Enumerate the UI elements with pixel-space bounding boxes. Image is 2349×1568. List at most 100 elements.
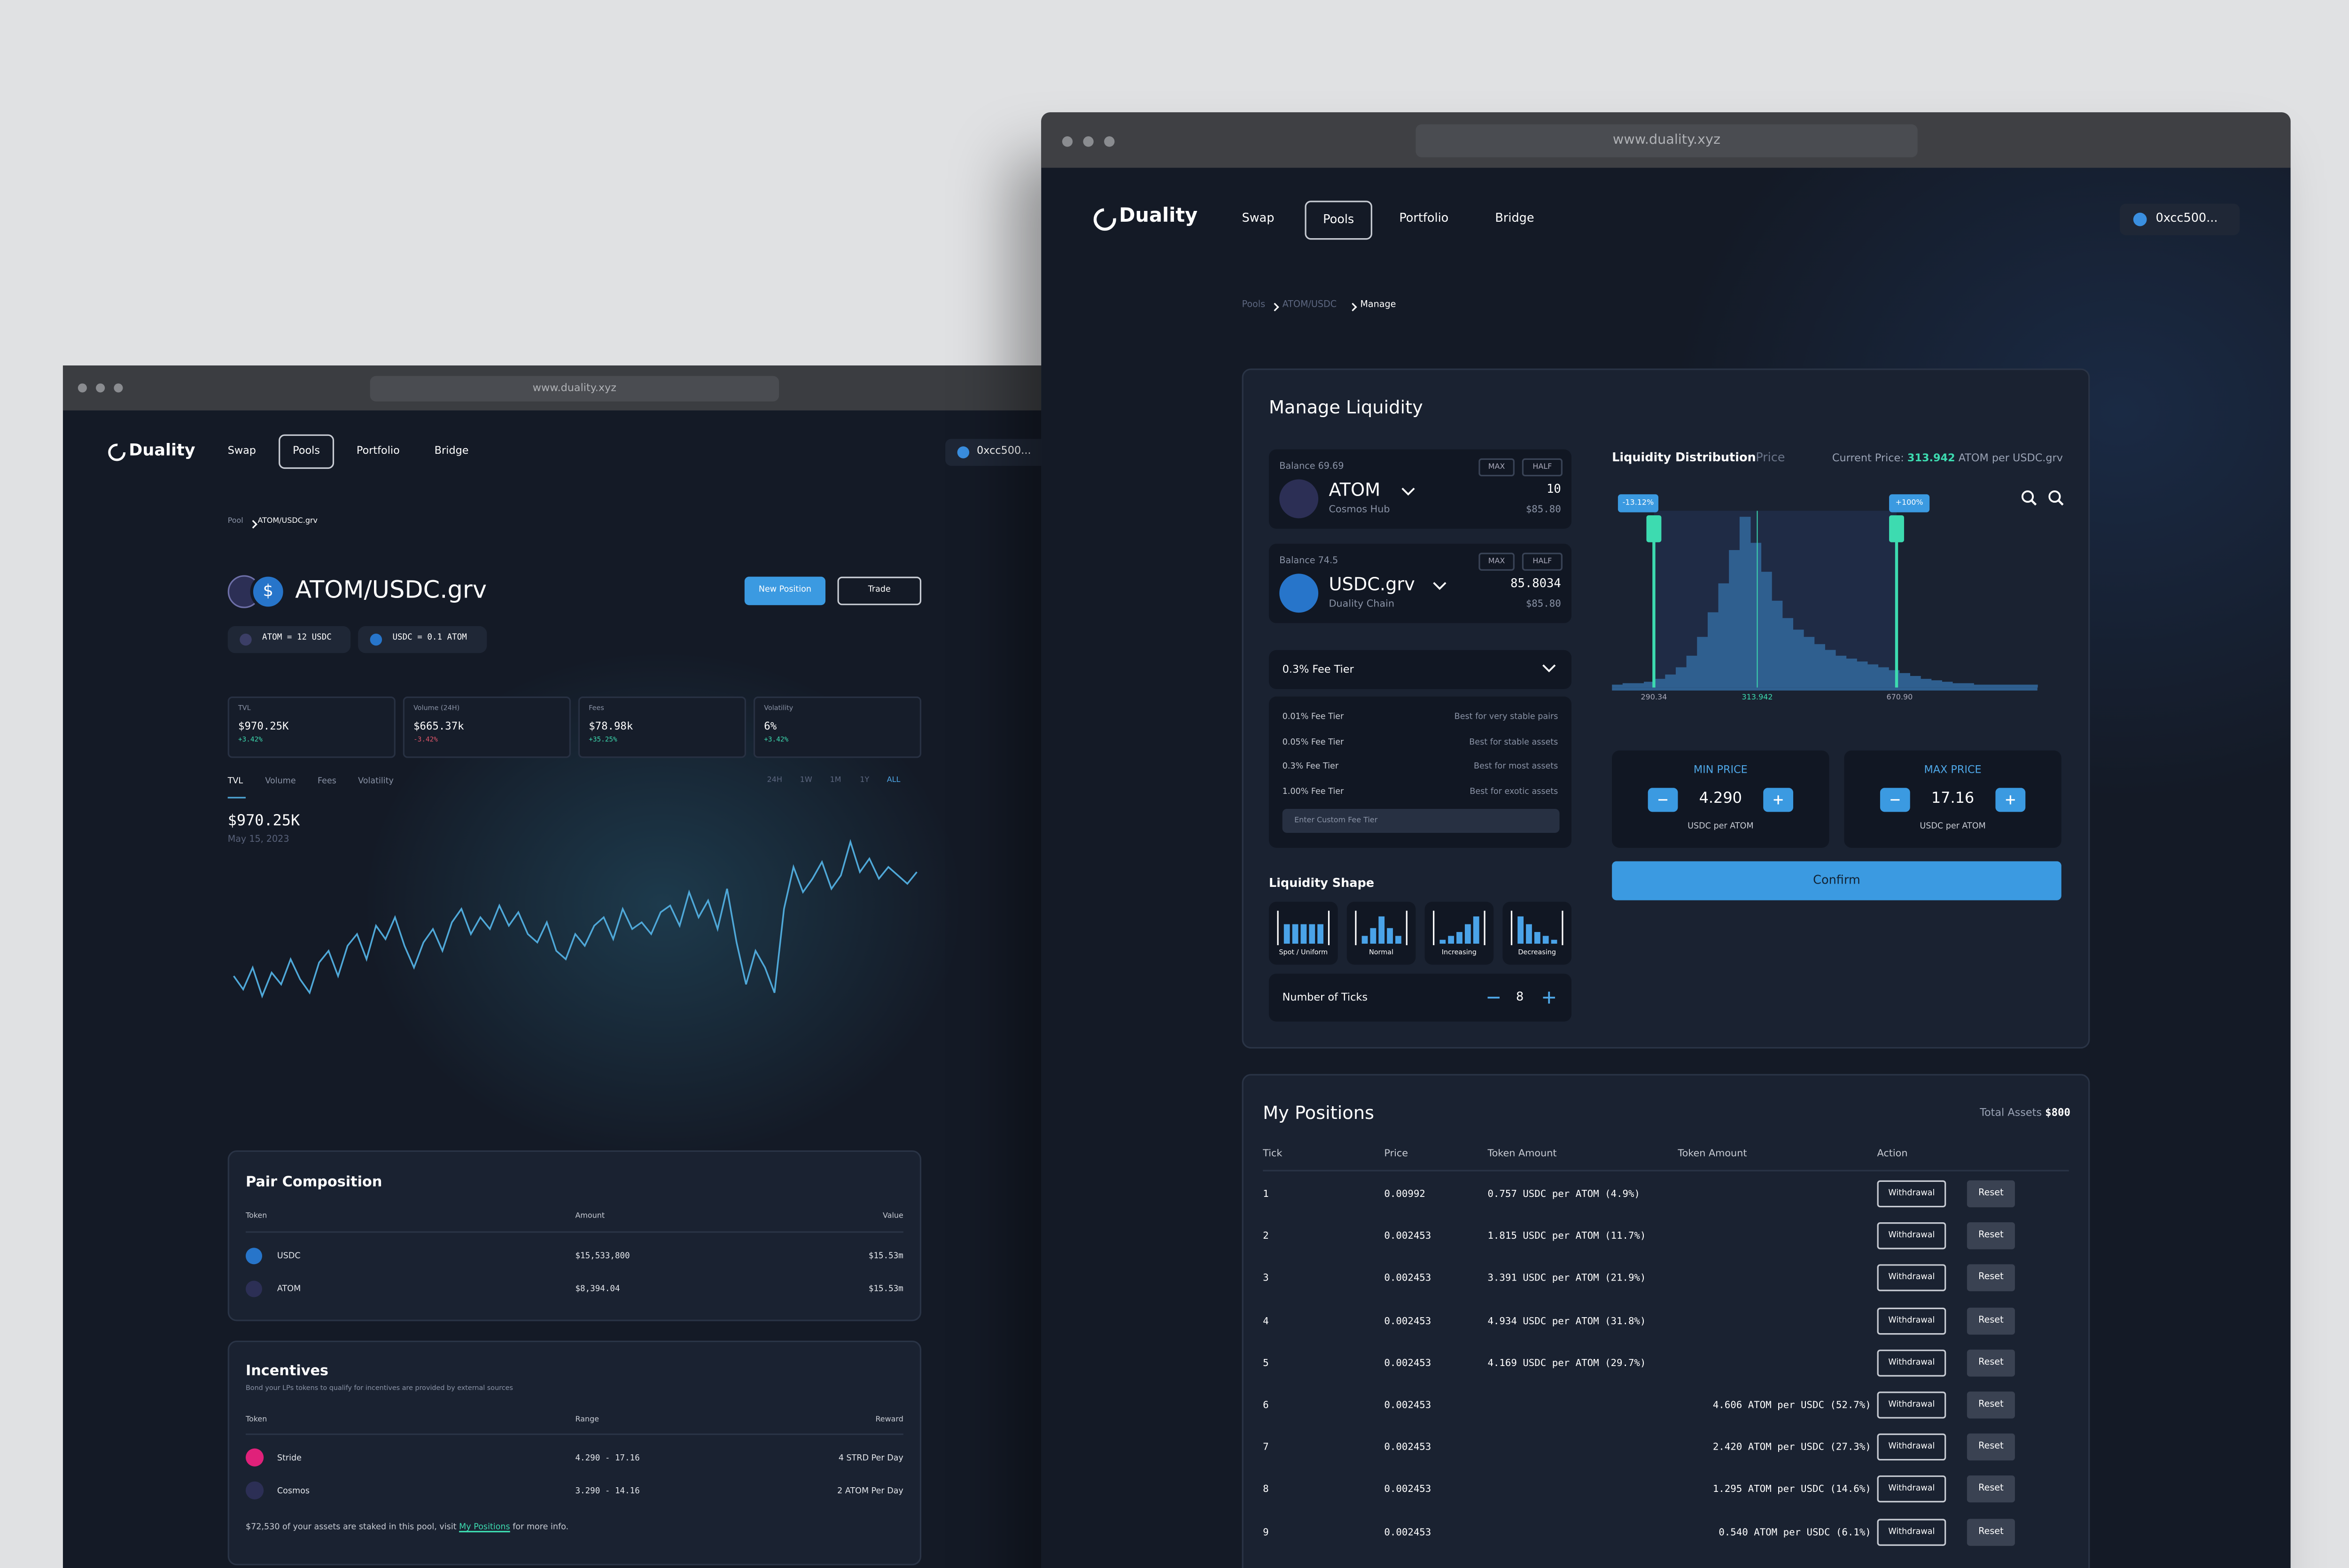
- trade-button[interactable]: Trade: [837, 576, 922, 605]
- shape-bar: [1387, 928, 1393, 944]
- reset-button[interactable]: Reset: [1967, 1434, 2015, 1461]
- half-button[interactable]: HALF: [1522, 552, 1563, 571]
- max-button[interactable]: MAX: [1478, 458, 1515, 477]
- logo[interactable]: Duality: [129, 440, 195, 460]
- token-icon: [245, 1481, 264, 1499]
- nav-link[interactable]: Bridge: [1495, 211, 1534, 225]
- new-position-button[interactable]: New Position: [744, 576, 826, 605]
- decrease-button[interactable]: [1880, 788, 1910, 812]
- withdrawal-button[interactable]: Withdrawal: [1877, 1476, 1946, 1503]
- column-header: Amount: [575, 1211, 605, 1221]
- withdrawal-button[interactable]: Withdrawal: [1877, 1391, 1946, 1419]
- withdrawal-button[interactable]: Withdrawal: [1877, 1265, 1946, 1292]
- wallet-button[interactable]: 0xcc500...: [945, 439, 1050, 466]
- nav-link[interactable]: Swap: [227, 445, 256, 457]
- withdrawal-button[interactable]: Withdrawal: [1877, 1222, 1946, 1250]
- stat-value: $665.37k: [413, 720, 464, 733]
- chart-tab[interactable]: Volume: [265, 777, 296, 787]
- column-header: Action: [1877, 1147, 1908, 1160]
- withdrawal-button[interactable]: Withdrawal: [1877, 1349, 1946, 1376]
- fee-select[interactable]: 0.3% Fee Tier: [1268, 650, 1572, 689]
- reset-button[interactable]: Reset: [1967, 1476, 2015, 1503]
- zoom-controls[interactable]: [2021, 490, 2066, 508]
- current-price-unit: ATOM per USDC.grv: [1958, 452, 2063, 465]
- card-subtitle: Bond your LPs tokens to qualify for ince…: [245, 1385, 513, 1393]
- nav-link-active[interactable]: Pools: [1305, 201, 1372, 240]
- nav-link[interactable]: Portfolio: [356, 445, 400, 457]
- fee-tier[interactable]: 0.01% Fee Tier: [1282, 713, 1344, 722]
- wallet-button[interactable]: 0xcc500...: [2120, 203, 2240, 235]
- shape-bar: [1551, 939, 1557, 944]
- token-name: USDC: [277, 1252, 301, 1261]
- cell: 4 STRD Per Day: [838, 1454, 903, 1464]
- range-tab[interactable]: 24H: [767, 776, 782, 785]
- shape-option[interactable]: Decreasing: [1502, 901, 1572, 965]
- range-marker: +100%: [1889, 494, 1930, 512]
- withdrawal-button[interactable]: Withdrawal: [1877, 1518, 1946, 1545]
- max-button[interactable]: MAX: [1478, 552, 1515, 571]
- breadcrumb[interactable]: Pool: [227, 517, 243, 526]
- fee-tier[interactable]: 1.00% Fee Tier: [1282, 787, 1344, 796]
- shape-option[interactable]: Spot / Uniform: [1268, 901, 1338, 965]
- token-amount: 4.169 USDC per ATOM (29.7%): [1487, 1357, 1646, 1369]
- handle-grip: [1646, 515, 1662, 543]
- reset-button[interactable]: Reset: [1967, 1391, 2015, 1419]
- chart-tab[interactable]: Volatility: [358, 777, 394, 787]
- fee-tier[interactable]: 0.3% Fee Tier: [1282, 762, 1339, 772]
- range-tab[interactable]: 1Y: [860, 776, 870, 785]
- withdrawal-button[interactable]: Withdrawal: [1877, 1434, 1946, 1461]
- withdrawal-button[interactable]: Withdrawal: [1877, 1307, 1946, 1334]
- reset-button[interactable]: Reset: [1967, 1265, 2015, 1292]
- url-bar[interactable]: www.duality.xyz: [1416, 124, 1918, 157]
- fee-tier[interactable]: 0.05% Fee Tier: [1282, 737, 1344, 747]
- token-icon: [1279, 574, 1319, 613]
- logo[interactable]: Duality: [1119, 205, 1198, 228]
- shape-bar: [1439, 939, 1446, 944]
- rate: USDC = 0.1 ATOM: [392, 633, 467, 643]
- fee-selected: 0.3% Fee Tier: [1282, 663, 1354, 676]
- price-title: MIN PRICE: [1693, 764, 1748, 776]
- custom-fee-input[interactable]: Enter Custom Fee Tier: [1282, 808, 1560, 833]
- chart-tab[interactable]: Fees: [318, 777, 336, 787]
- confirm-button[interactable]: Confirm: [1612, 861, 2061, 900]
- url-bar[interactable]: www.duality.xyz: [370, 376, 779, 402]
- decrease-button[interactable]: [1648, 788, 1678, 812]
- token-usd: $85.80: [1525, 598, 1561, 610]
- reset-button[interactable]: Reset: [1967, 1180, 2015, 1208]
- half-button[interactable]: HALF: [1522, 458, 1563, 477]
- token-symbol[interactable]: ATOM: [1329, 479, 1381, 501]
- breadcrumb[interactable]: Pools: [1242, 299, 1266, 310]
- nav-link[interactable]: Bridge: [434, 445, 469, 457]
- plus-button[interactable]: [1543, 991, 1555, 1004]
- liquidity-bar: [1856, 661, 1868, 688]
- chart-tab[interactable]: TVL: [227, 777, 243, 787]
- shape-option[interactable]: Normal: [1346, 901, 1416, 965]
- link[interactable]: My Positions: [459, 1523, 510, 1533]
- reset-button[interactable]: Reset: [1967, 1349, 2015, 1376]
- reset-button[interactable]: Reset: [1967, 1307, 2015, 1334]
- range-tab[interactable]: ALL: [887, 776, 901, 785]
- shape-option[interactable]: Increasing: [1424, 901, 1494, 965]
- reset-button[interactable]: Reset: [1967, 1222, 2015, 1250]
- token-symbol[interactable]: USDC.grv: [1329, 574, 1415, 595]
- withdrawal-button[interactable]: Withdrawal: [1877, 1180, 1946, 1208]
- range-tab[interactable]: 1W: [800, 776, 812, 785]
- nav-link-active[interactable]: Pools: [279, 434, 334, 469]
- liquidity-bar: [2027, 684, 2038, 688]
- increase-button[interactable]: [1763, 788, 1793, 812]
- liquidity-bar: [1718, 583, 1730, 688]
- shape-bar: [1395, 936, 1401, 944]
- range-tab[interactable]: 1M: [830, 776, 841, 785]
- chevron[interactable]: [1432, 581, 1447, 591]
- increase-button[interactable]: [1995, 788, 2026, 812]
- reset-button[interactable]: Reset: [1967, 1518, 2015, 1545]
- nav-link[interactable]: Swap: [1242, 211, 1275, 225]
- minus-button[interactable]: [1487, 992, 1500, 1004]
- shape-bar: [1542, 936, 1549, 944]
- chevron[interactable]: [1401, 487, 1416, 497]
- nav-link[interactable]: Portfolio: [1399, 211, 1449, 225]
- token-icon: [240, 633, 252, 646]
- breadcrumb[interactable]: ATOM/USDC: [1282, 299, 1337, 310]
- price: 0.002453: [1384, 1230, 1431, 1242]
- liquidity-bar: [1835, 655, 1847, 688]
